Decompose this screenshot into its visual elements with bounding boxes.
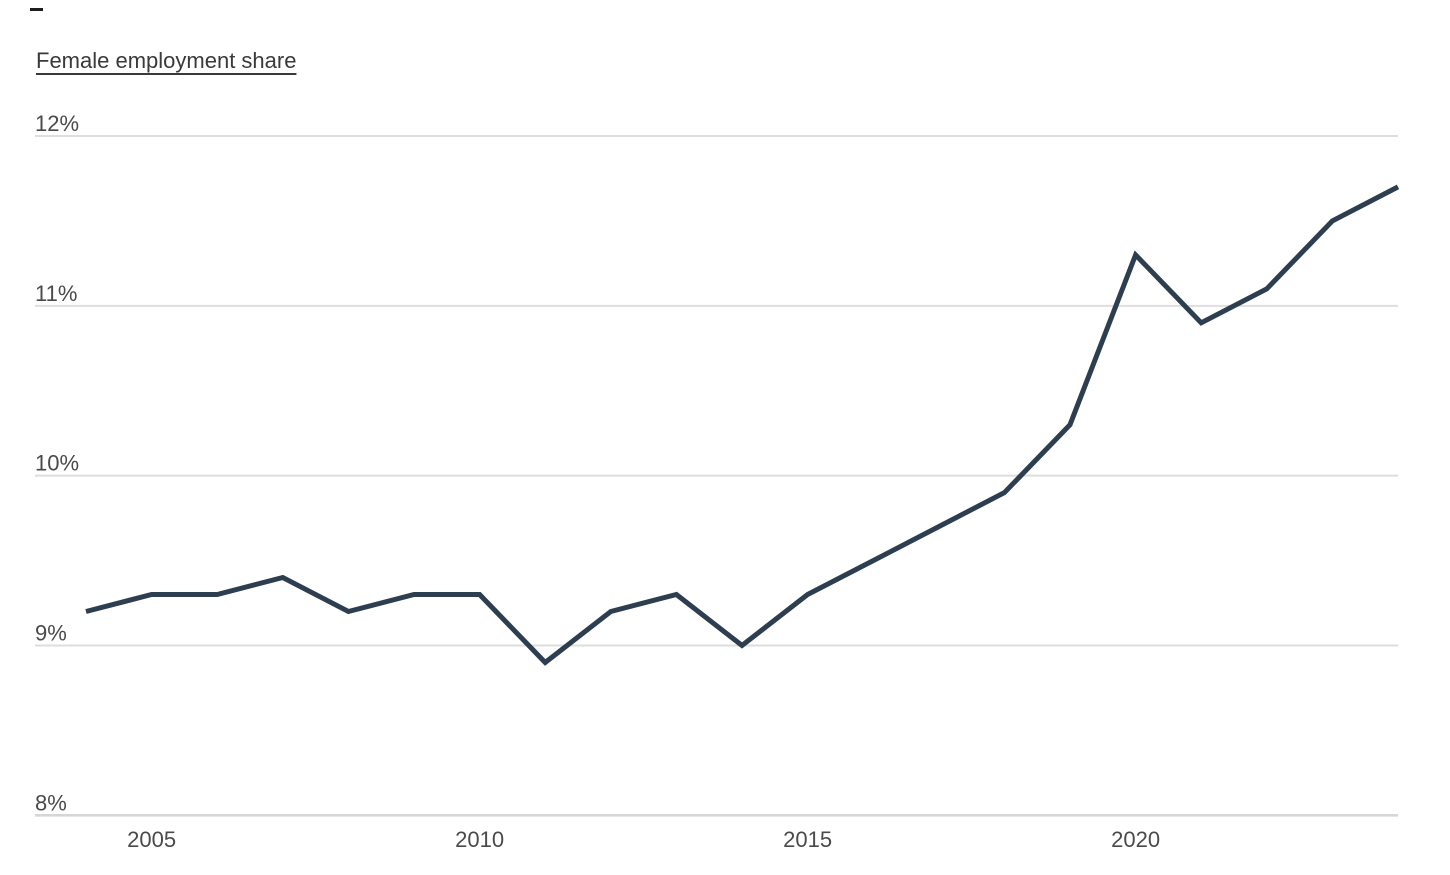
chart-title: Female employment share xyxy=(36,48,297,73)
y-tick-label: 9% xyxy=(35,620,67,645)
y-tick-label: 11% xyxy=(35,281,77,306)
top-left-dash xyxy=(30,8,43,11)
y-tick-label: 12% xyxy=(35,111,79,136)
x-tick-label: 2020 xyxy=(1111,827,1160,852)
y-tick-label: 10% xyxy=(35,451,79,476)
x-tick-label: 2015 xyxy=(783,827,832,852)
y-tick-label: 8% xyxy=(35,790,67,815)
x-tick-label: 2005 xyxy=(127,827,176,852)
x-tick-label: 2010 xyxy=(455,827,504,852)
employment-share-line xyxy=(85,184,1400,666)
